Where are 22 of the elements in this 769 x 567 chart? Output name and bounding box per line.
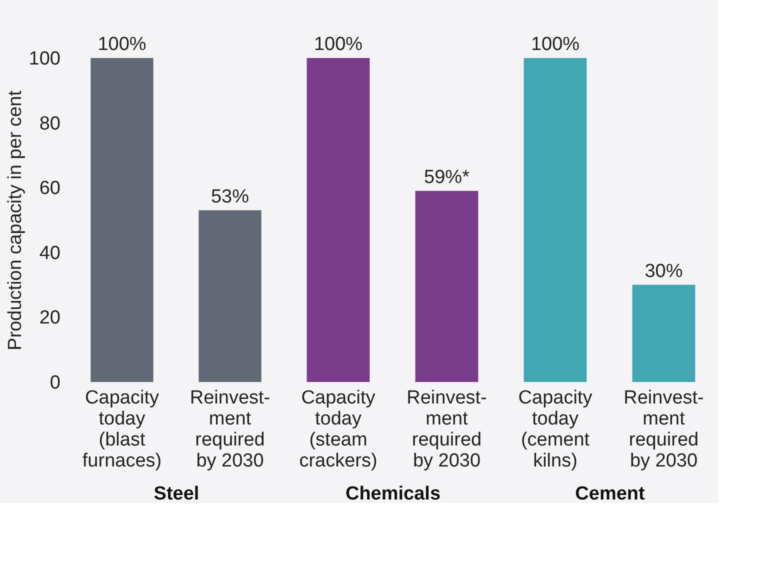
x-tick-label: Capacity today (steam crackers) [299, 388, 378, 472]
x-axis-title: Cement [575, 484, 646, 504]
x-tick-label: Reinvest- ment required by 2030 [190, 388, 270, 472]
data-label: 100% [314, 34, 363, 55]
y-tick-label: 20 [39, 308, 60, 329]
data-label: 59%* [424, 166, 470, 188]
data-label: 30% [644, 260, 683, 282]
x-tick-label: Capacity today (cement kilns) [518, 388, 593, 472]
x-axis-title: Chemicals [345, 484, 441, 504]
data-label: 100% [530, 34, 580, 55]
y-tick-label: 60 [39, 178, 60, 200]
x-tick-label: Capacity today (blast furnaces) [82, 388, 162, 472]
data-label: 100% [98, 34, 146, 55]
y-tick-label: 100 [28, 48, 60, 70]
x-tick-label: Reinvest- ment required by 2030 [406, 388, 487, 472]
y-tick-label: 80 [39, 113, 60, 134]
data-label: 53% [210, 186, 250, 208]
x-tick-label: Reinvest- ment required by 2030 [624, 388, 704, 472]
y-tick-label: 40 [39, 242, 60, 264]
y-axis-title: Production capacity in per cent [4, 90, 26, 350]
x-axis-title: Steel [154, 484, 200, 504]
y-tick-label: 0 [50, 372, 60, 394]
